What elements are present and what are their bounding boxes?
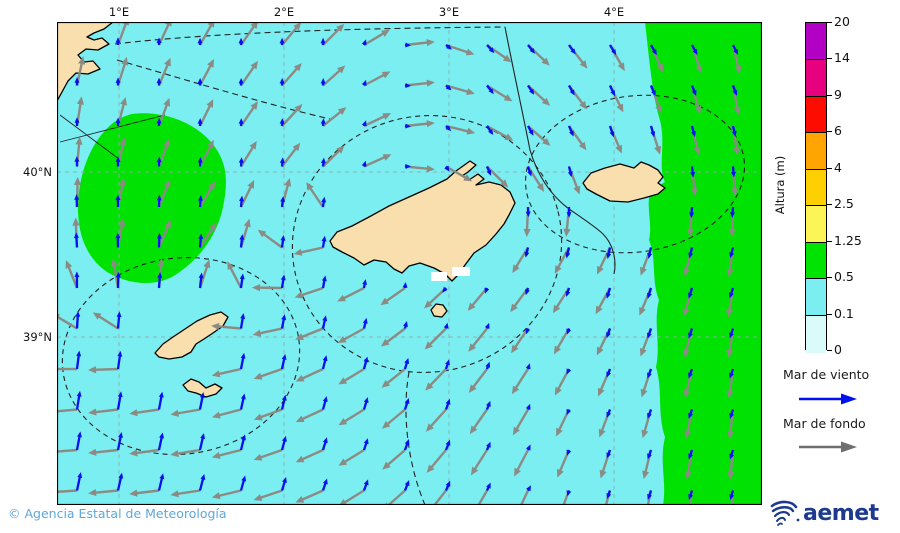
lon-tick-label-2: 3°E	[438, 5, 460, 19]
lon-tick-label-3: 4°E	[603, 5, 625, 19]
colorbar-segment-7	[806, 278, 826, 317]
wave-arrows	[57, 22, 742, 505]
colorbar-tick-label-4: 4	[834, 159, 842, 175]
iberian-coast	[57, 22, 114, 102]
land-masses	[57, 22, 666, 398]
colorbar-tick-label-8: 0.1	[834, 305, 854, 321]
colorbar-segment-5	[806, 205, 826, 244]
legend-wind-label: Mar de viento	[783, 367, 870, 382]
colorbar-segment-1	[806, 59, 826, 98]
wind-arrow-icon	[799, 393, 857, 405]
lon-tick-label-0: 1°E	[108, 5, 130, 19]
colorbar-tick-label-0: 20	[834, 14, 850, 29]
colorbar-tickmark-9	[827, 350, 832, 351]
formentera-island	[182, 378, 223, 398]
colorbar-segment-0	[806, 23, 826, 61]
aemet-logo: aemet	[768, 498, 879, 528]
zone-line-solid	[504, 26, 616, 275]
swell-arrow-icon	[799, 441, 857, 453]
colorbar-tickmark-0	[827, 22, 832, 23]
colorbar-segment-6	[806, 241, 826, 280]
colorbar-tickmark-2	[827, 94, 832, 96]
colorbar-tickmark-6	[827, 240, 832, 242]
coast-traffic-lines	[59, 114, 166, 160]
mallorca-island	[329, 160, 516, 282]
map-canvas	[57, 22, 762, 505]
wave-area-east	[645, 22, 762, 505]
colorbar-tickmark-1	[827, 58, 832, 60]
lat-tick-label-1: 39°N	[23, 330, 52, 344]
colorbar-tickmark-8	[827, 313, 832, 315]
lon-tick-label-1: 2°E	[273, 5, 295, 19]
menorca-island	[582, 161, 666, 203]
colorbar-tick-label-5: 2.5	[834, 196, 854, 212]
colorbar-segment-3	[806, 132, 826, 171]
colorbar-tickmark-7	[827, 277, 832, 279]
aemet-logo-icon	[770, 500, 800, 526]
colorbar-tickmark-5	[827, 204, 832, 206]
colorbar-tickmark-3	[827, 131, 832, 133]
colorbar-tick-label-6: 1.25	[834, 232, 862, 248]
colorbar-tick-label-3: 6	[834, 123, 842, 139]
cabrera-island	[430, 303, 448, 318]
colorbar-scale	[805, 22, 827, 353]
colorbar-title: Altura (m)	[773, 155, 787, 215]
map-border	[57, 22, 762, 505]
colorbar-segment-8	[806, 314, 826, 353]
colorbar-segment-4	[806, 168, 826, 207]
colorbar-tick-label-9: 0	[834, 342, 842, 357]
lat-tick-label-0: 40°N	[23, 165, 52, 179]
zone-ellipse-menorca	[524, 94, 746, 254]
colorbar-tickmark-4	[827, 167, 832, 169]
zone-ellipse-mallorca	[291, 115, 563, 373]
colorbar-segment-2	[806, 95, 826, 134]
aemet-logo-text: aemet	[803, 500, 879, 526]
colorbar-tick-label-7: 0.5	[834, 269, 854, 285]
zone-line-coast	[116, 59, 331, 120]
data-gap-patches	[431, 267, 470, 281]
zone-line-south	[405, 371, 426, 505]
copyright-text: © Agencia Estatal de Meteorología	[8, 506, 227, 521]
legend-swell-label: Mar de fondo	[783, 416, 866, 431]
colorbar-tick-label-1: 14	[834, 50, 850, 66]
colorbar-tick-label-2: 9	[834, 86, 842, 102]
